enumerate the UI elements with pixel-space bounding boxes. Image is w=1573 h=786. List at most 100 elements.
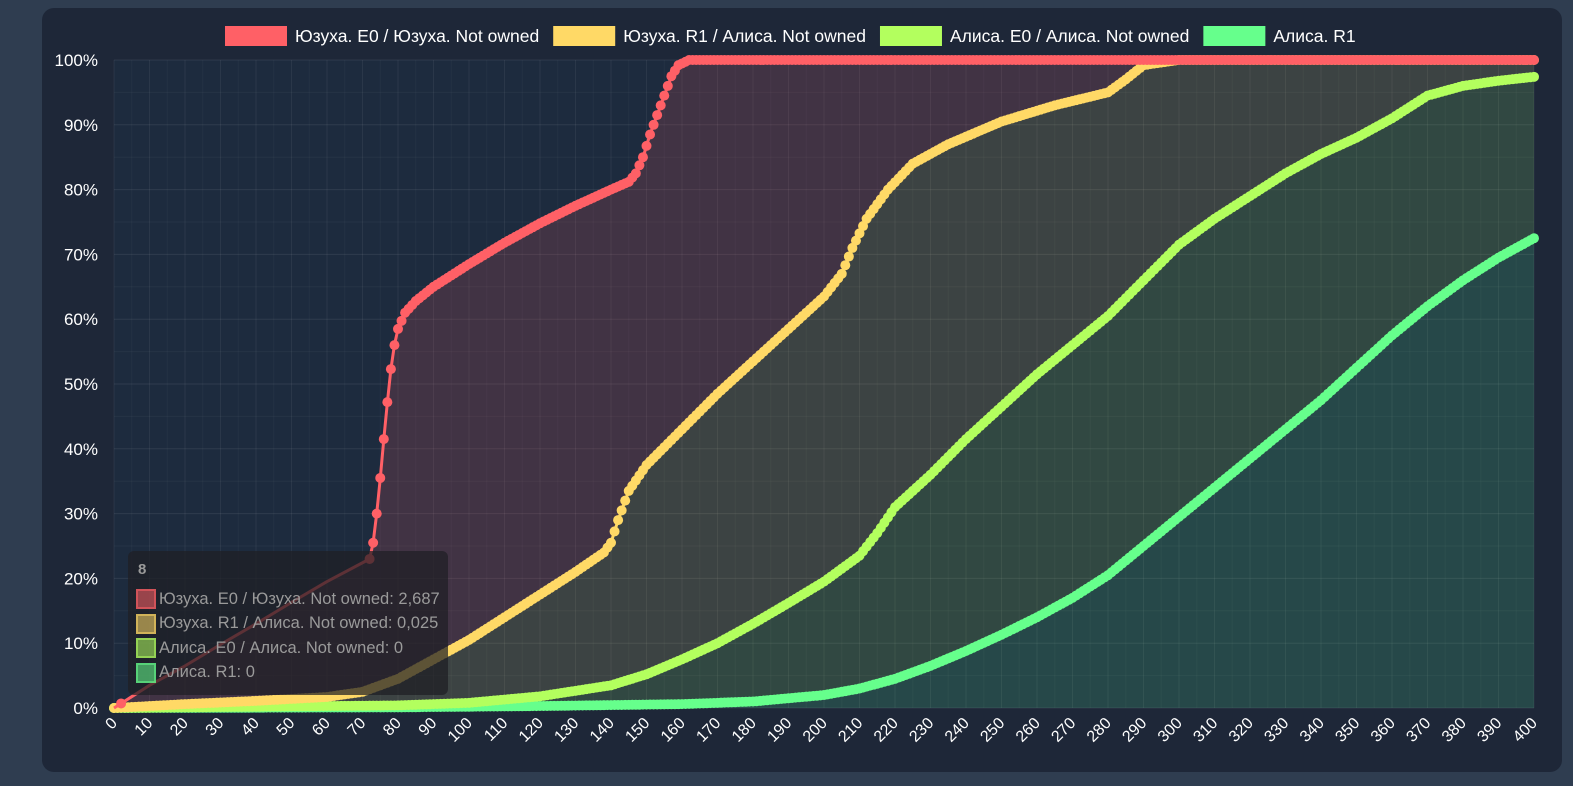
x-tick-label: 340 — [1297, 715, 1328, 746]
tooltip-title: 8 — [138, 561, 147, 578]
x-tick-label: 400 — [1510, 715, 1541, 746]
tooltip-label: Алиса. R1: 0 — [159, 663, 255, 682]
data-point — [645, 129, 656, 140]
x-tick-label: 140 — [587, 715, 618, 746]
x-tick-label: 360 — [1368, 715, 1399, 746]
x-tick-label: 110 — [481, 715, 511, 745]
y-tick-label: 30% — [64, 505, 98, 524]
data-point — [634, 160, 645, 171]
tooltip-row: Алиса. E0 / Алиса. Not owned: 0 — [136, 636, 440, 661]
data-point — [1529, 233, 1539, 244]
x-tick-label: 310 — [1190, 715, 1221, 746]
x-tick-label: 60 — [309, 715, 334, 740]
legend-swatch — [1203, 26, 1266, 46]
x-tick-label: 70 — [345, 715, 370, 740]
x-tick-label: 230 — [906, 715, 937, 746]
data-point — [843, 251, 854, 262]
x-tick-label: 350 — [1332, 715, 1363, 746]
data-point — [606, 537, 616, 548]
x-tick-label: 200 — [800, 715, 831, 746]
x-axis-ticks: 0 10 20 30 40 50 60 70 80 90 100 110 120 130 140 150 160… — [103, 715, 1541, 746]
tooltip-row: Юзуха. E0 / Юзуха. Not owned: 2,687 — [136, 587, 440, 612]
y-tick-label: 80% — [64, 181, 98, 200]
data-point — [620, 495, 631, 506]
series-fill-1 — [114, 60, 1534, 708]
x-tick-label: 50 — [274, 715, 299, 740]
tooltip-label: Юзуха. E0 / Юзуха. Not owned: 2,687 — [159, 589, 440, 608]
series-fill-3 — [114, 238, 1534, 708]
x-tick-label: 90 — [416, 715, 441, 740]
data-point — [662, 80, 673, 91]
x-tick-label: 20 — [167, 715, 192, 740]
tooltip-label: Алиса. E0 / Алиса. Not owned: 0 — [159, 638, 404, 657]
x-tick-label: 250 — [977, 715, 1008, 746]
data-point — [652, 110, 663, 121]
x-tick-label: 0 — [103, 715, 121, 733]
legend-item-2[interactable]: Алиса. E0 / Алиса. Not owned — [879, 26, 1189, 46]
legend-item-1[interactable]: Юзуха. R1 / Алиса. Not owned — [553, 26, 866, 46]
x-tick-label: 150 — [622, 715, 653, 746]
x-tick-label: 160 — [658, 715, 689, 746]
legend-swatch — [225, 26, 287, 46]
y-axis-ticks: 0% 10% 20% 30% 40% 50% 60% 70% 80% 90% 100% — [55, 51, 98, 718]
x-tick-label: 10 — [132, 715, 157, 740]
legend-label: Юзуха. E0 / Юзуха. Not owned — [295, 26, 539, 46]
legend-swatch — [553, 26, 616, 46]
data-point — [1529, 55, 1539, 65]
x-tick-label: 370 — [1403, 715, 1434, 746]
data-point — [1529, 71, 1539, 82]
x-tick-label: 300 — [1155, 715, 1186, 746]
data-point — [840, 260, 851, 271]
data-point — [836, 268, 847, 279]
tooltip-swatch — [136, 662, 156, 683]
data-point — [382, 397, 393, 408]
data-point — [655, 100, 666, 111]
x-tick-label: 170 — [693, 715, 724, 746]
y-tick-label: 60% — [64, 310, 98, 329]
data-point — [630, 168, 641, 179]
x-tick-label: 210 — [835, 715, 866, 746]
data-tooltip: 8 Юзуха. E0 / Юзуха. Not owned: 2,687 Юзу… — [128, 551, 448, 695]
x-tick-label: 280 — [1084, 715, 1115, 746]
data-point — [641, 140, 652, 151]
tooltip-swatch — [136, 589, 156, 610]
x-tick-label: 290 — [1119, 715, 1150, 746]
y-tick-label: 100% — [55, 51, 98, 70]
series-0 — [113, 55, 1539, 710]
data-point — [116, 698, 127, 709]
y-tick-label: 10% — [64, 634, 98, 653]
data-point — [368, 537, 379, 548]
x-tick-label: 390 — [1474, 715, 1505, 746]
y-tick-label: 70% — [64, 245, 98, 264]
chart-card: 0% 10% 20% 30% 40% 50% 60% 70% 80% 90% 100% 0 10 20 3… — [42, 8, 1562, 772]
data-point — [616, 505, 627, 516]
x-tick-label: 220 — [871, 715, 902, 746]
x-tick-label: 240 — [942, 715, 973, 746]
y-tick-label: 0% — [73, 699, 98, 718]
data-point — [637, 152, 648, 163]
legend-label: Алиса. E0 / Алиса. Not owned — [950, 26, 1189, 46]
x-tick-label: 270 — [1048, 715, 1079, 746]
x-tick-label: 190 — [764, 715, 795, 746]
x-tick-label: 40 — [238, 715, 263, 740]
data-point — [385, 364, 396, 375]
tooltip-row: Юзуха. R1 / Алиса. Not owned: 0,025 — [136, 612, 440, 637]
legend-item-3[interactable]: Алиса. R1 — [1203, 26, 1356, 46]
data-point — [389, 340, 400, 351]
x-tick-label: 80 — [380, 715, 405, 740]
legend-label: Алиса. R1 — [1273, 26, 1355, 46]
y-tick-label: 40% — [64, 440, 98, 459]
y-tick-label: 50% — [64, 375, 98, 394]
series-fill-0 — [114, 60, 1534, 708]
data-point — [613, 515, 624, 526]
x-tick-label: 180 — [729, 715, 760, 746]
x-tick-label: 130 — [551, 715, 582, 746]
series-lines — [109, 55, 1539, 713]
x-tick-label: 260 — [1013, 715, 1044, 746]
tooltip-swatch — [136, 613, 156, 634]
y-tick-label: 90% — [64, 116, 98, 135]
data-point — [393, 323, 403, 334]
legend-label: Юзуха. R1 / Алиса. Not owned — [623, 26, 866, 46]
data-point — [396, 315, 407, 326]
legend-item-0[interactable]: Юзуха. E0 / Юзуха. Not owned — [225, 26, 539, 46]
